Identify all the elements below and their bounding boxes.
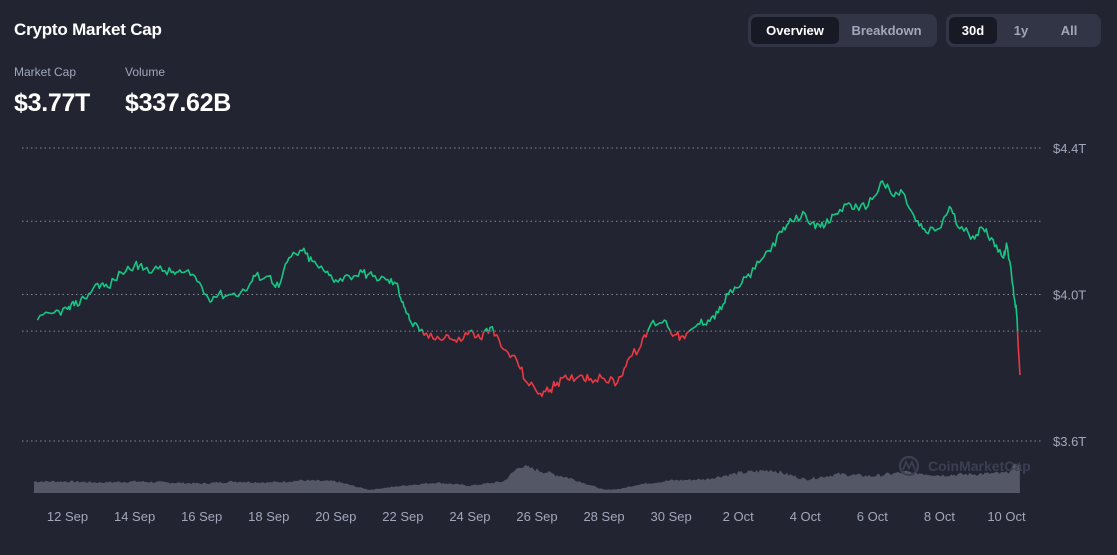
y-axis: $4.4T $4.0T $3.6T [1053,141,1086,449]
range-30d-button[interactable]: 30d [949,17,997,44]
x-tick-label: 10 Oct [987,509,1026,524]
market-cap-label: Market Cap [14,65,77,79]
watermark: CoinMarketCap [898,455,1031,477]
price-line-up [469,329,473,332]
price-line-down [669,330,690,341]
range-all-button[interactable]: All [1060,23,1078,38]
x-tick-label: 6 Oct [857,509,888,524]
price-line [36,180,1021,398]
volume-bars [34,461,1020,493]
tab-breakdown[interactable]: Breakdown [851,23,922,38]
x-tick-label: 26 Sep [516,509,557,524]
price-line-down [486,330,490,335]
x-tick-label: 8 Oct [924,509,955,524]
price-line-down [471,330,486,341]
volume-area [34,461,1020,493]
view-toggle: Overview Breakdown [748,14,937,47]
price-line-down [421,330,471,343]
x-tick-label: 18 Sep [248,509,289,524]
x-axis: 12 Sep 14 Sep 16 Sep 18 Sep 20 Sep 22 Sep 24 S… [47,509,1026,524]
price-line-down [492,330,649,398]
x-tick-label: 22 Sep [382,509,423,524]
price-line-up [688,180,1019,332]
x-tick-label: 28 Sep [583,509,624,524]
volume-value: $337.62B [125,89,232,117]
x-tick-label: 4 Oct [790,509,821,524]
x-tick-label: 16 Sep [181,509,222,524]
market-cap-value: $3.77T [14,89,91,117]
x-tick-label: 30 Sep [651,509,692,524]
page-title: Crypto Market Cap [14,20,162,39]
price-line-up [483,327,489,332]
x-tick-label: 12 Sep [47,509,88,524]
x-tick-label: 2 Oct [723,509,754,524]
volume-label: Volume [125,65,166,79]
x-tick-label: 24 Sep [449,509,490,524]
y-tick-label: $4.4T [1053,141,1086,156]
y-tick-label: $3.6T [1053,434,1086,449]
x-tick-label: 20 Sep [315,509,356,524]
price-line-up [36,247,424,332]
watermark-text: CoinMarketCap [928,458,1031,474]
grid-lines [22,147,1043,442]
price-line-up [646,319,671,332]
range-toggle: 30d 1y All [946,14,1101,47]
price-line-up [488,326,495,332]
coinmarketcap-logo-icon [898,455,920,477]
y-tick-label: $4.0T [1053,288,1086,303]
price-line-down [1016,331,1021,376]
x-tick-label: 14 Sep [114,509,155,524]
tab-overview[interactable]: Overview [751,17,839,44]
range-1y-button[interactable]: 1y [1013,23,1029,38]
